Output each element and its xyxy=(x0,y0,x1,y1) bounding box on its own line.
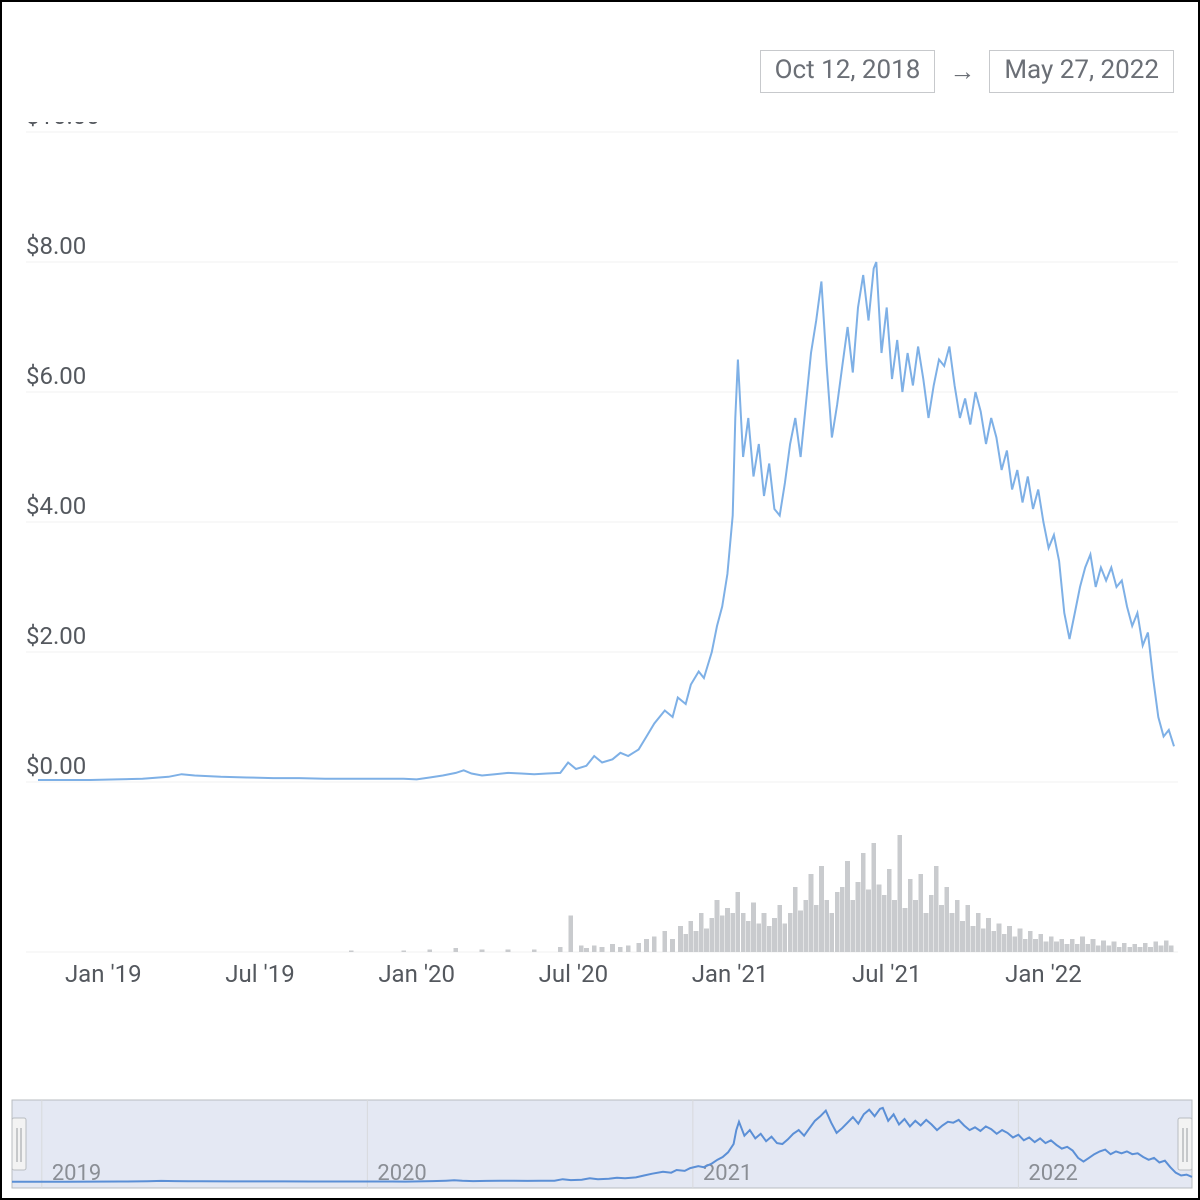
chart-frame: Oct 12, 2018 → May 27, 2022 $0.00 $2.00 $4… xyxy=(0,0,1200,1200)
x-tick-label: Jan '22 xyxy=(1005,960,1082,988)
x-tick-label: Jan '20 xyxy=(378,960,455,988)
navigator-svg: 2019202020212022 xyxy=(10,1098,1194,1190)
navigator-handle-right[interactable] xyxy=(1178,1118,1192,1170)
date-range: Oct 12, 2018 → May 27, 2022 xyxy=(760,50,1174,93)
y-tick-label: $8.00 xyxy=(26,232,86,260)
chart-area[interactable]: $0.00 $2.00 $4.00 $6.00 $8.00 $10.00 Jan '19 Ju… xyxy=(26,122,1174,992)
y-tick-label: $0.00 xyxy=(26,752,86,780)
date-end-input[interactable]: May 27, 2022 xyxy=(989,50,1174,93)
date-start-input[interactable]: Oct 12, 2018 xyxy=(760,50,936,93)
nav-year-label: 2022 xyxy=(1028,1161,1077,1186)
y-tick-label: $4.00 xyxy=(26,492,86,520)
y-tick-label: $6.00 xyxy=(26,362,86,390)
y-tick-label: $2.00 xyxy=(26,622,86,650)
arrow-right-icon: → xyxy=(949,56,975,87)
price-line xyxy=(38,262,1174,780)
x-tick-label: Jan '19 xyxy=(65,960,142,988)
navigator[interactable]: 2019202020212022 xyxy=(10,1098,1190,1190)
navigator-handle-left[interactable] xyxy=(12,1118,26,1170)
x-tick-label: Jul '19 xyxy=(225,960,294,988)
y-tick-label: $10.00 xyxy=(26,122,100,130)
x-tick-label: Jul '21 xyxy=(852,960,921,988)
x-tick-label: Jul '20 xyxy=(539,960,608,988)
x-tick-label: Jan '21 xyxy=(692,960,769,988)
price-chart-svg: $0.00 $2.00 $4.00 $6.00 $8.00 $10.00 Jan '19 Ju… xyxy=(26,122,1178,992)
